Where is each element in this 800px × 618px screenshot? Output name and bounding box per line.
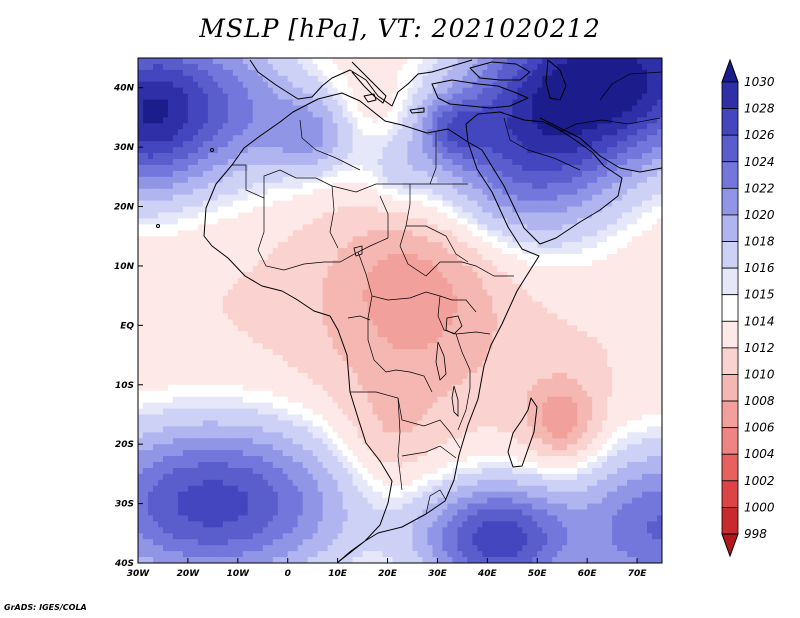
colorbar-label: 1008 [744, 394, 775, 408]
colorbar-label: 1012 [744, 341, 775, 355]
colorbar-box [721, 507, 739, 535]
lon-tick-label: 40E [477, 569, 498, 579]
grads-credit: GrADS: IGES/COLA [4, 603, 87, 612]
lat-tick-label: 40N [113, 84, 135, 94]
lat-tick-label: 40S [114, 559, 134, 569]
colorbar-box [721, 347, 739, 375]
lat-tick-label: 30N [114, 143, 135, 153]
colorbar-label: 1030 [744, 75, 775, 89]
colorbar-box [721, 453, 739, 482]
colorbar-label: 1015 [744, 288, 775, 302]
lat-tick-label: 20N [114, 203, 135, 213]
europe-coastline [249, 59, 473, 107]
colorbar-box [721, 267, 739, 296]
colorbar-box [721, 374, 739, 402]
lon-tick-label: 30W [127, 569, 151, 579]
sicily-coastline [363, 93, 377, 103]
colorbar-box [721, 480, 739, 508]
caspian-coastline [545, 59, 567, 101]
map-title: MSLP [hPa], VT: 2021020212 [199, 14, 601, 43]
iran-coastline [539, 117, 662, 173]
colorbar-box [721, 294, 739, 322]
lake-malawi [451, 385, 459, 417]
pressure-field [138, 58, 662, 563]
cape-verde-islands [156, 224, 160, 228]
colorbar-box [721, 427, 739, 455]
colorbar-label: 1010 [744, 367, 775, 381]
lake-chad [353, 245, 363, 257]
italy-coastline [351, 61, 387, 104]
colorbar-box [721, 161, 739, 189]
colorbar-label: 1014 [744, 314, 775, 328]
colorbar-box [721, 320, 739, 349]
axis-ticks: 30W 20W 10W 0 10E 20E 30E 40E 50E 60E 70E 40N 30N 20N… [113, 84, 647, 579]
colorbar-box [721, 134, 739, 163]
lat-tick-label: 10S [115, 381, 134, 391]
colorbar-label: 998 [744, 527, 767, 541]
colorbar-box [721, 187, 739, 216]
colorbar-label: 1004 [744, 447, 775, 461]
lat-tick-label: 30S [115, 500, 134, 510]
lake-tanganyika [435, 341, 447, 381]
lon-tick-label: 20E [378, 569, 398, 579]
arabia-coastline [465, 111, 623, 245]
colorbar-label: 1018 [744, 235, 775, 249]
lon-tick-label: 70E [628, 569, 648, 579]
colorbar-label: 1022 [744, 181, 775, 195]
lat-tick-label: 10N [114, 262, 135, 272]
colorbar-box [721, 108, 739, 136]
colorbar-label: 1016 [744, 261, 775, 275]
canary-islands [210, 148, 214, 152]
black-sea-coastline [469, 61, 531, 81]
colorbar-label: 1002 [744, 474, 775, 488]
colorbar-label: 1000 [744, 500, 775, 514]
colorbar-label: 1028 [744, 102, 775, 116]
colorbar-box [721, 241, 739, 269]
lon-tick-label: 10E [328, 569, 348, 579]
colorbar-box [721, 400, 739, 429]
colorbar-box [721, 214, 739, 242]
colorbar-box [721, 81, 739, 109]
colorbar-label: 1024 [744, 155, 775, 169]
lakes [353, 245, 463, 417]
lake-victoria [445, 315, 463, 335]
lon-tick-label: 50E [528, 569, 548, 579]
lat-tick-label: 20S [115, 440, 134, 450]
lat-tick-label: EQ [120, 321, 134, 331]
lon-tick-label: 20W [177, 569, 201, 579]
lon-tick-label: 0 [285, 569, 291, 579]
madagascar-coastline [507, 397, 538, 468]
colorbar-label: 1006 [744, 421, 775, 435]
colorbar-label: 1020 [744, 208, 775, 222]
anatolia-coastline [431, 79, 529, 109]
crete-coastline [409, 107, 425, 114]
map-frame [137, 57, 663, 564]
colorbar-label: 1026 [744, 128, 775, 142]
lon-tick-label: 60E [578, 569, 598, 579]
lon-tick-label: 10W [227, 569, 251, 579]
colorbar: 998 1000 1002 1004 1006 1008 1010 1012 1014 1015 1… [721, 58, 775, 558]
colorbar-bottom-arrow [721, 533, 739, 558]
lon-tick-label: 30E [428, 569, 448, 579]
colorbar-top-arrow [721, 58, 739, 83]
